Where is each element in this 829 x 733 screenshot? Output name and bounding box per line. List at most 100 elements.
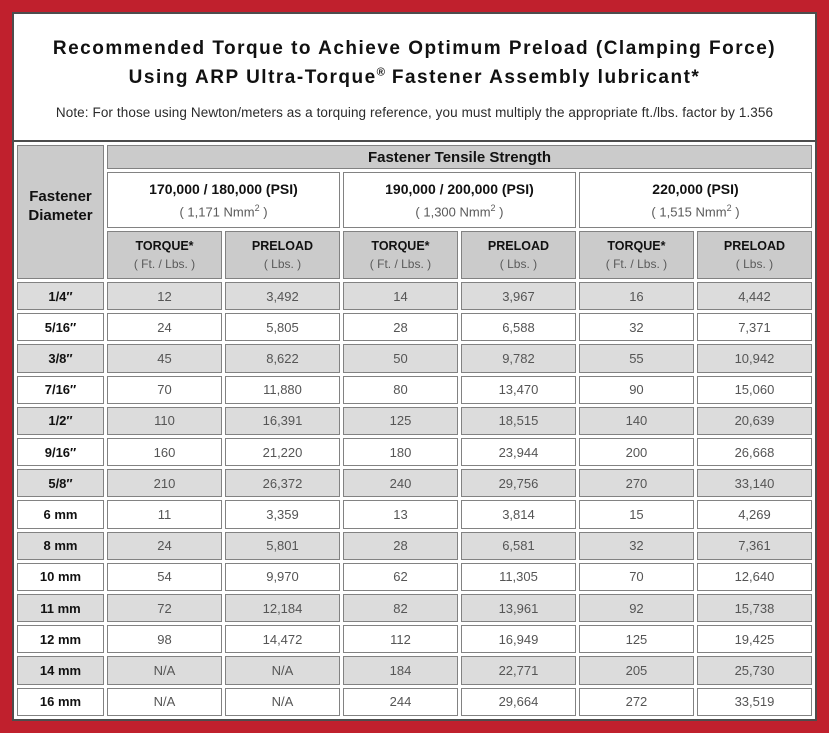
preload-value-cell: 20,639 <box>696 406 812 436</box>
psi-group-row: 170,000 / 180,000 (PSI) ( 1,171 Nmm2 ) 1… <box>17 172 812 228</box>
table-row: 14 mm N/A N/A 184 22,771 205 25,730 <box>17 656 812 685</box>
table-row: 16 mm N/A N/A 244 29,664 272 33,519 <box>17 687 812 716</box>
torque-value-cell: 14 <box>342 282 458 311</box>
preload-value-cell: 29,756 <box>460 469 576 498</box>
preload-value-cell: 9,970 <box>225 562 340 592</box>
nmm-text: ( 1,515 Nmm <box>651 204 727 220</box>
torque-value-cell: 92 <box>578 594 694 623</box>
torque-table: Fastener Diameter Fastener Tensile Stren… <box>14 142 815 719</box>
psi-group-190-200: 190,000 / 200,000 (PSI) ( 1,300 Nmm2 ) <box>342 172 576 228</box>
torque-value-cell: 54 <box>107 562 222 592</box>
preload-value-cell: 10,942 <box>696 344 812 373</box>
torque-value-cell: 55 <box>578 344 694 373</box>
row-diameter-label: 10 mm <box>17 562 105 592</box>
torque-value-cell: 240 <box>342 469 458 498</box>
torque-table-section: Fastener Diameter Fastener Tensile Stren… <box>14 140 815 719</box>
table-row: 5/16″ 24 5,805 28 6,588 32 7,371 <box>17 313 812 342</box>
nmm-superscript: 2 <box>490 202 496 213</box>
row-diameter-label: 1/2″ <box>17 406 105 436</box>
preload-value-cell: 14,472 <box>225 625 340 654</box>
torque-value-cell: 11 <box>107 500 222 529</box>
table-body: 1/4″ 12 3,492 14 3,967 16 4,442 5/16″ 24 <box>17 282 812 716</box>
nmm-text: ( 1,300 Nmm <box>415 204 491 220</box>
preload-value-cell: 26,668 <box>696 438 812 467</box>
preload-value-cell: 12,640 <box>696 562 812 592</box>
torque-value-cell: 62 <box>342 562 458 592</box>
column-header-label: TORQUE* <box>371 239 430 253</box>
table-row: 12 mm 98 14,472 112 16,949 125 19,425 <box>17 625 812 654</box>
table-row: 11 mm 72 12,184 82 13,961 92 15,738 <box>17 594 812 623</box>
nmm-tail: ) <box>731 204 740 220</box>
column-header-label: TORQUE* <box>607 239 666 253</box>
nmm-label: ( 1,300 Nmm2 ) <box>344 203 575 219</box>
preload-value-cell: 18,515 <box>460 406 576 436</box>
column-header-label: PRELOAD <box>723 239 786 253</box>
preload-value-cell: 25,730 <box>696 656 812 685</box>
preload-value-cell: 13,470 <box>460 375 576 404</box>
preload-value-cell: 8,622 <box>225 344 340 373</box>
torque-value-cell: 272 <box>578 687 694 716</box>
preload-value-cell: 9,782 <box>460 344 576 373</box>
torque-value-cell: 80 <box>342 375 458 404</box>
preload-value-cell: 33,140 <box>696 469 812 498</box>
preload-value-cell: 15,738 <box>696 594 812 623</box>
preload-value-cell: 3,967 <box>460 282 576 311</box>
torque-value-cell: 98 <box>107 625 222 654</box>
row-diameter-label: 8 mm <box>17 531 105 560</box>
psi-group-170-180: 170,000 / 180,000 (PSI) ( 1,171 Nmm2 ) <box>107 172 340 228</box>
preload-value-cell: 33,519 <box>696 687 812 716</box>
title-block: Recommended Torque to Achieve Optimum Pr… <box>14 14 815 140</box>
preload-value-cell: 7,361 <box>696 531 812 560</box>
torque-value-cell: 210 <box>107 469 222 498</box>
preload-value-cell: 21,220 <box>225 438 340 467</box>
title-line-1: Recommended Torque to Achieve Optimum Pr… <box>52 38 777 59</box>
column-header-label: PRELOAD <box>487 239 550 253</box>
title-line-2-tail: Fastener Assembly lubricant* <box>385 67 701 89</box>
column-header-torque: TORQUE* ( Ft. / Lbs. ) <box>107 231 222 279</box>
column-header-unit: ( Lbs. ) <box>499 257 538 271</box>
torque-value-cell: 24 <box>107 531 222 560</box>
table-row: 1/4″ 12 3,492 14 3,967 16 4,442 <box>17 282 812 311</box>
torque-value-cell: N/A <box>107 656 222 685</box>
row-diameter-label: 11 mm <box>17 594 105 623</box>
preload-value-cell: 5,805 <box>225 313 340 342</box>
registered-trademark-mark: ® <box>376 67 386 80</box>
torque-value-cell: 140 <box>578 406 694 436</box>
torque-value-cell: 110 <box>107 406 222 436</box>
preload-value-cell: 22,771 <box>460 656 576 685</box>
preload-value-cell: 5,801 <box>225 531 340 560</box>
torque-value-cell: 244 <box>342 687 458 716</box>
psi-label: 170,000 / 180,000 (PSI) <box>149 180 298 197</box>
preload-value-cell: 12,184 <box>225 594 340 623</box>
row-diameter-label: 3/8″ <box>17 344 105 373</box>
corner-header-fastener-diameter: Fastener Diameter <box>17 145 105 279</box>
torque-value-cell: 200 <box>578 438 694 467</box>
column-header-preload: PRELOAD ( Lbs. ) <box>696 231 812 279</box>
torque-value-cell: 70 <box>578 562 694 592</box>
torque-value-cell: 50 <box>342 344 458 373</box>
preload-value-cell: 11,880 <box>225 375 340 404</box>
torque-value-cell: 90 <box>578 375 694 404</box>
preload-value-cell: 6,588 <box>460 313 576 342</box>
row-diameter-label: 14 mm <box>17 656 105 685</box>
preload-value-cell: 23,944 <box>460 438 576 467</box>
table-row: 7/16″ 70 11,880 80 13,470 90 15,060 <box>17 375 812 404</box>
preload-value-cell: 19,425 <box>696 625 812 654</box>
torque-value-cell: 125 <box>578 625 694 654</box>
torque-value-cell: 12 <box>107 282 222 311</box>
torque-value-cell: 125 <box>342 406 458 436</box>
torque-value-cell: 32 <box>578 531 694 560</box>
nmm-tail: ) <box>259 204 268 220</box>
row-diameter-label: 7/16″ <box>17 375 105 404</box>
row-diameter-label: 5/8″ <box>17 469 105 498</box>
torque-value-cell: 160 <box>107 438 222 467</box>
torque-value-cell: 24 <box>107 313 222 342</box>
table-row: 10 mm 54 9,970 62 11,305 70 12,640 <box>17 562 812 592</box>
corner-header-line-1: Fastener <box>29 187 92 205</box>
preload-value-cell: 15,060 <box>696 375 812 404</box>
psi-label: 220,000 (PSI) <box>652 180 739 197</box>
table-row: 8 mm 24 5,801 28 6,581 32 7,361 <box>17 531 812 560</box>
nmm-text: ( 1,171 Nmm <box>179 204 255 220</box>
nmm-superscript: 2 <box>726 202 732 213</box>
